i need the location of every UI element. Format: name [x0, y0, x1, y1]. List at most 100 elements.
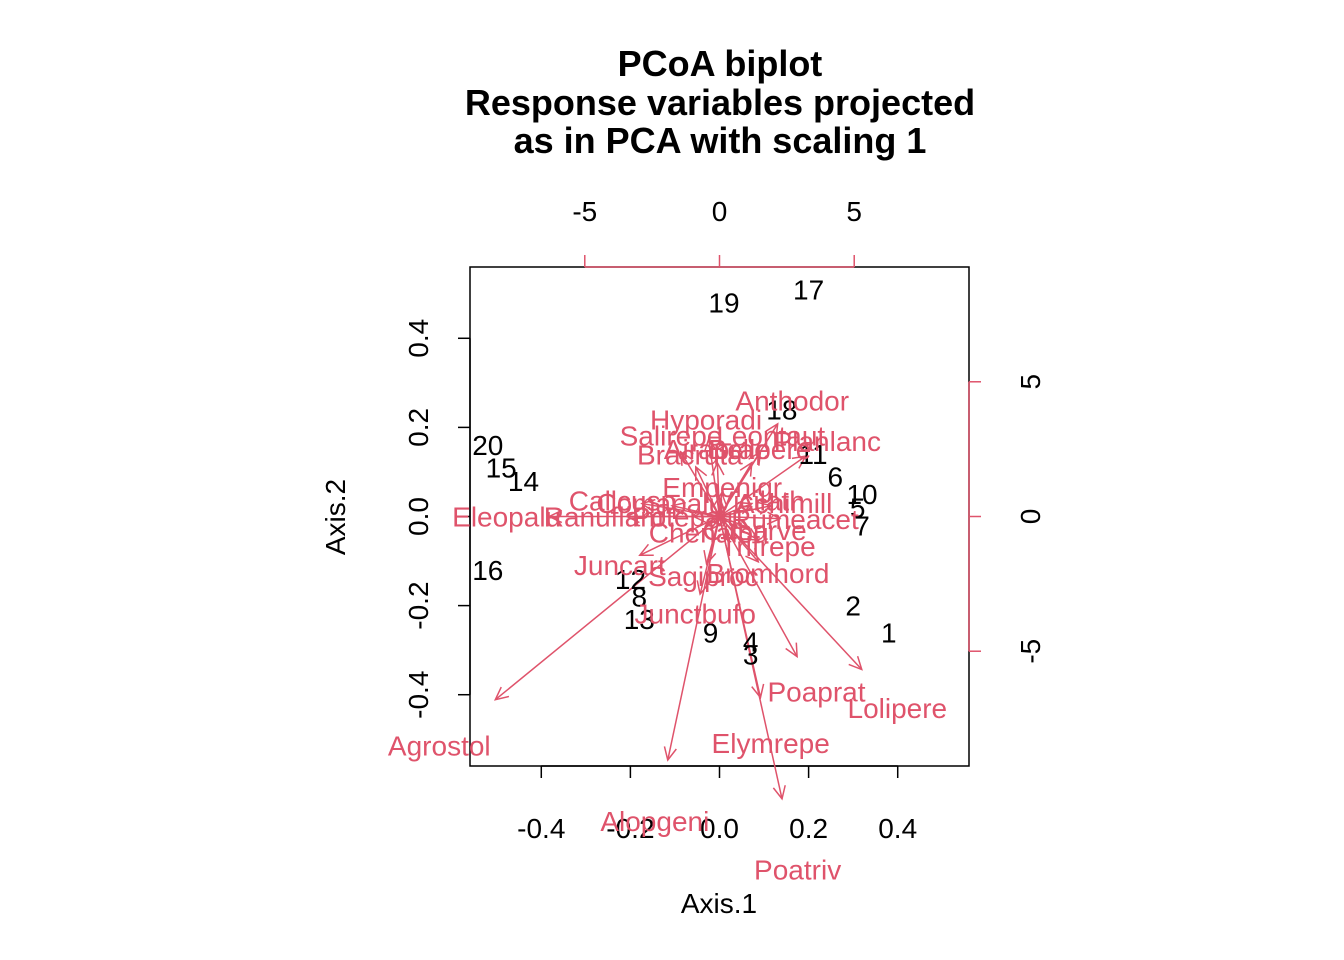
species-arrow: [695, 466, 721, 517]
species-label: Eleopalu: [452, 502, 561, 533]
species-arrow: [494, 515, 720, 701]
species-label: Trifrepe: [720, 531, 815, 562]
species-arrowhead: [696, 580, 710, 596]
right-tick-label: 5: [1015, 374, 1046, 390]
species-arrowhead: [751, 683, 765, 700]
species-label: Planlanc: [774, 426, 881, 457]
species-arrow: [718, 451, 762, 517]
site-label: 14: [508, 466, 539, 497]
species-arrowhead: [640, 498, 656, 513]
species-arrowhead: [679, 450, 693, 466]
species-arrow: [667, 516, 721, 761]
species-arrowhead: [791, 455, 808, 469]
species-arrow: [707, 438, 721, 517]
y-tick-label: 0.0: [403, 497, 434, 536]
species-label: Agrostol: [388, 731, 491, 762]
site-label: 7: [854, 510, 870, 541]
site-label: 1: [881, 617, 897, 648]
species-label: Poatriv: [754, 854, 841, 885]
species-arrowhead: [745, 548, 760, 564]
species-label: Hyporadi: [650, 405, 762, 436]
species-arrowhead: [748, 450, 762, 466]
species-arrow: [641, 502, 720, 518]
species-arrowhead: [638, 543, 654, 557]
species-label: Cirsarve: [702, 515, 806, 546]
species-label: Anthodor: [735, 386, 849, 417]
species-arrow: [718, 516, 759, 563]
x-tick-label: 0.0: [700, 813, 739, 844]
species-label: Leontaut: [716, 421, 825, 452]
species-label: Sagiproc: [648, 561, 759, 592]
species-arrowhead: [744, 528, 760, 542]
chart-title-line-3: as in PCA with scaling 1: [514, 120, 927, 161]
species-arrow: [710, 516, 721, 530]
species-label: Juncart: [574, 550, 666, 581]
species-arrowhead: [848, 655, 863, 671]
y-axis-label: Axis.2: [320, 479, 351, 555]
species-arrow: [718, 516, 798, 657]
right-tick-label: -5: [1015, 639, 1046, 664]
species-arrowhead: [670, 501, 686, 516]
site-label: 16: [472, 555, 503, 586]
species-arrow: [718, 516, 762, 698]
species-arrowhead: [765, 422, 779, 438]
species-label: Rumeacet: [731, 504, 859, 535]
site-label: 11: [799, 439, 828, 470]
y-tick-label: -0.4: [403, 671, 434, 719]
species-label: Bellpere: [709, 434, 812, 465]
species-label: Bracruta: [637, 440, 743, 471]
site-label: 13: [624, 604, 655, 635]
y-tick-label: 0.2: [403, 408, 434, 447]
species-arrow: [639, 515, 720, 556]
species-label: Lolipere: [848, 693, 948, 724]
species-arrowhead: [772, 785, 786, 801]
axes-layer: -0.4 -0.2 0.0 0.2 0.4 -0.4 -0.2 0.0 0.2 0.4 -5 0 5 -5…: [403, 196, 1046, 844]
site-label: 18: [766, 395, 797, 426]
chart-title-line-1: PCoA biplot: [618, 43, 823, 84]
species-arrowhead: [785, 642, 798, 659]
species-label: Poaprat: [767, 677, 865, 708]
species-arrowhead: [739, 461, 753, 477]
species-arrowhead: [733, 516, 750, 530]
species-arrow: [719, 455, 807, 518]
species-arrowhead: [691, 509, 707, 524]
site-label: 19: [708, 288, 739, 319]
species-label: Airaprae: [664, 434, 770, 465]
right-tick-label: 0: [1015, 509, 1046, 525]
species-label: Achimill: [736, 488, 832, 519]
site-label: 5: [850, 493, 866, 524]
site-label: 12: [615, 564, 646, 595]
species-label: Potepalu: [632, 502, 743, 533]
species-arrowhead: [766, 511, 782, 525]
species-arrowhead: [547, 509, 563, 524]
site-label: 8: [632, 582, 648, 613]
species-arrow: [718, 515, 863, 671]
species-label: Chenalbu: [649, 518, 769, 549]
species-label: Empenigr: [662, 472, 782, 503]
species-labels: AgrostolAlopgeniPoatrivElymrepeLolipereP…: [388, 386, 947, 886]
x-tick-label: -0.4: [517, 813, 565, 844]
site-label: 6: [828, 461, 844, 492]
species-arrow: [671, 504, 720, 518]
species-arrow: [680, 451, 721, 517]
species-arrow: [716, 462, 721, 517]
species-arrowhead: [757, 501, 773, 515]
top-tick-label: -5: [572, 196, 597, 227]
species-arrowhead: [703, 550, 717, 566]
site-label: 10: [846, 479, 877, 510]
species-label: Comapalu: [596, 488, 724, 519]
species-arrowhead: [703, 437, 718, 453]
species-label: Ranuflam: [544, 502, 664, 533]
species-arrow: [719, 515, 780, 520]
species-arrowhead: [493, 686, 510, 701]
site-label: 2: [845, 591, 861, 622]
top-tick-label: 0: [712, 196, 728, 227]
species-arrowhead: [737, 501, 754, 515]
site-label: 15: [486, 452, 517, 483]
top-tick-label: 5: [846, 196, 862, 227]
x-axis-label: Axis.1: [681, 888, 757, 919]
x-tick-label: 0.2: [789, 813, 828, 844]
y-tick-label: 0.4: [403, 319, 434, 358]
species-arrowhead: [663, 746, 677, 762]
